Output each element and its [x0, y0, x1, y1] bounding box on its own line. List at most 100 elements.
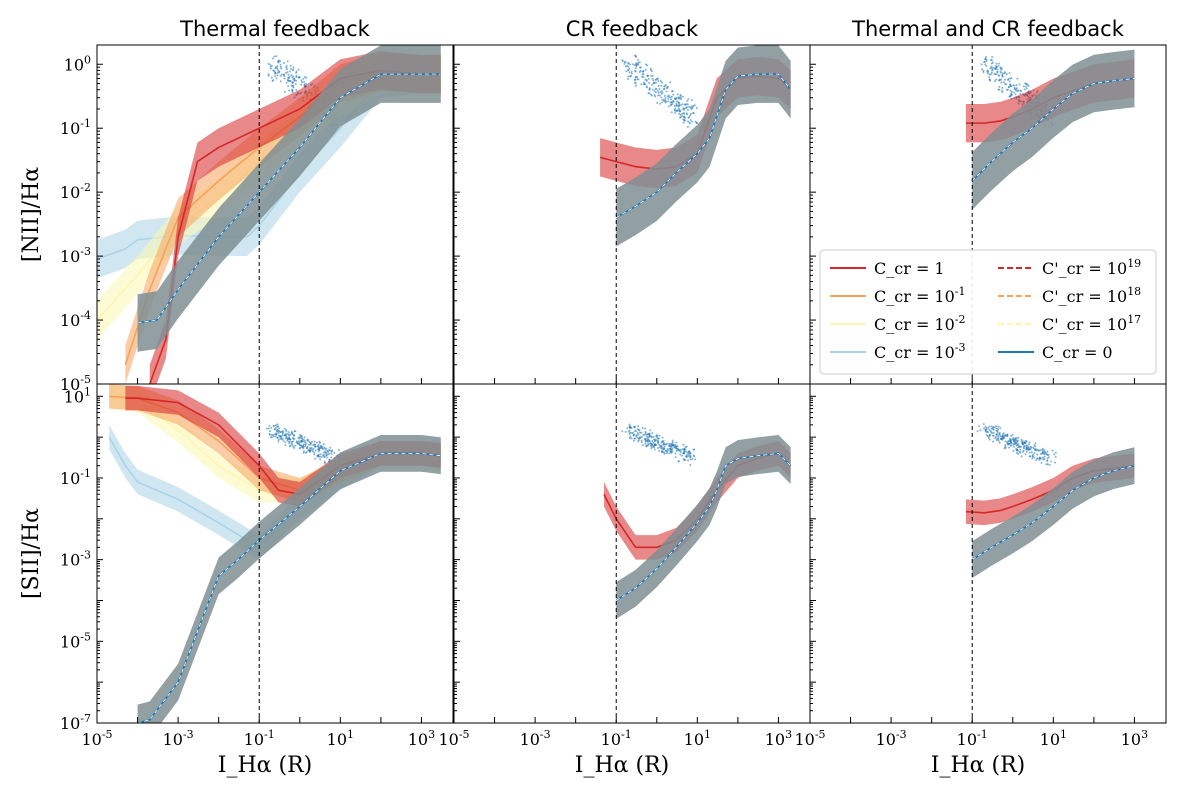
observation-point — [654, 438, 657, 441]
observation-point — [291, 440, 294, 443]
observation-point — [1001, 91, 1004, 94]
observation-point — [283, 62, 286, 65]
observation-point — [1001, 433, 1004, 436]
observation-point — [655, 78, 658, 81]
observation-point — [642, 73, 645, 76]
observation-point — [304, 445, 307, 448]
observation-point — [1012, 91, 1015, 94]
observation-point — [653, 448, 656, 451]
observation-point — [1025, 445, 1028, 448]
band-1 — [972, 49, 1135, 210]
observation-point — [328, 452, 331, 455]
x-tick-label: 10-1 — [957, 728, 988, 749]
observation-point — [1010, 90, 1013, 93]
observation-point — [648, 440, 651, 443]
observation-point — [288, 89, 291, 92]
x-tick-label: 103 — [408, 728, 435, 749]
observation-point — [277, 430, 280, 433]
observation-point — [270, 76, 273, 79]
observation-point — [278, 434, 281, 437]
observation-point — [302, 443, 305, 446]
observation-point — [978, 425, 981, 428]
observation-point — [990, 71, 993, 74]
observation-point — [1007, 446, 1010, 449]
observation-point — [657, 89, 660, 92]
observation-point — [323, 460, 326, 463]
observation-point — [305, 76, 308, 79]
observation-point — [669, 96, 672, 99]
band-3 — [149, 51, 441, 384]
observation-point — [284, 72, 287, 75]
observation-point — [675, 110, 678, 113]
observation-point — [665, 90, 668, 93]
x-tick-label: 103 — [1121, 728, 1148, 749]
observation-point — [1048, 463, 1051, 466]
observation-point — [687, 454, 690, 457]
observation-point — [689, 114, 692, 117]
observation-point — [288, 445, 291, 448]
observation-point — [996, 431, 999, 434]
observation-point — [987, 70, 990, 73]
panel-1-0 — [108, 384, 441, 723]
band-4 — [137, 45, 441, 352]
observation-point — [985, 65, 988, 68]
observation-point — [626, 65, 629, 68]
observation-point — [267, 427, 270, 430]
observation-point — [323, 462, 326, 465]
observation-point — [313, 453, 316, 456]
observation-point — [637, 439, 640, 442]
observation-point — [300, 439, 303, 442]
observation-point — [990, 425, 993, 428]
observation-point — [293, 434, 296, 437]
panel-1-1 — [603, 384, 792, 723]
observation-point — [645, 445, 648, 448]
observation-point — [657, 441, 660, 444]
observation-point — [292, 66, 295, 69]
observation-point — [313, 440, 316, 443]
observation-point — [1025, 450, 1028, 453]
observation-point — [985, 426, 988, 429]
observation-point — [298, 436, 301, 439]
observation-point — [671, 90, 674, 93]
observation-point — [293, 446, 296, 449]
observation-point — [995, 62, 998, 65]
observation-point — [300, 435, 303, 438]
observation-point — [280, 73, 283, 76]
observation-point — [302, 450, 305, 453]
observation-point — [627, 430, 630, 433]
observation-point — [681, 95, 684, 98]
observation-point — [290, 442, 293, 445]
observation-point — [1036, 453, 1039, 456]
observation-point — [684, 446, 687, 449]
observation-point — [1024, 85, 1027, 88]
observation-point — [289, 64, 292, 67]
observation-point — [292, 438, 295, 441]
observation-point — [284, 444, 287, 447]
x-tick-label: 10-1 — [601, 728, 632, 749]
observation-point — [269, 65, 272, 68]
observation-point — [648, 87, 651, 90]
observation-point — [287, 85, 290, 88]
observation-point — [642, 76, 645, 79]
observation-point — [670, 448, 673, 451]
observation-point — [637, 63, 640, 66]
observation-point — [309, 443, 312, 446]
observation-point — [1000, 78, 1003, 81]
observation-point — [628, 423, 631, 426]
observation-point — [1027, 448, 1030, 451]
observation-point — [1015, 84, 1018, 87]
observation-point — [1029, 448, 1032, 451]
observation-point — [654, 81, 657, 84]
observation-point — [286, 71, 289, 74]
observation-point — [666, 86, 669, 89]
y-tick-label: 10-1 — [60, 467, 91, 488]
observation-point — [286, 60, 289, 63]
observation-point — [1046, 459, 1049, 462]
observation-point — [645, 85, 648, 88]
observation-point — [660, 96, 663, 99]
observation-point — [687, 120, 690, 123]
observation-point — [686, 125, 689, 128]
observation-point — [1009, 440, 1012, 443]
observation-point — [288, 440, 291, 443]
observation-point — [329, 446, 332, 449]
